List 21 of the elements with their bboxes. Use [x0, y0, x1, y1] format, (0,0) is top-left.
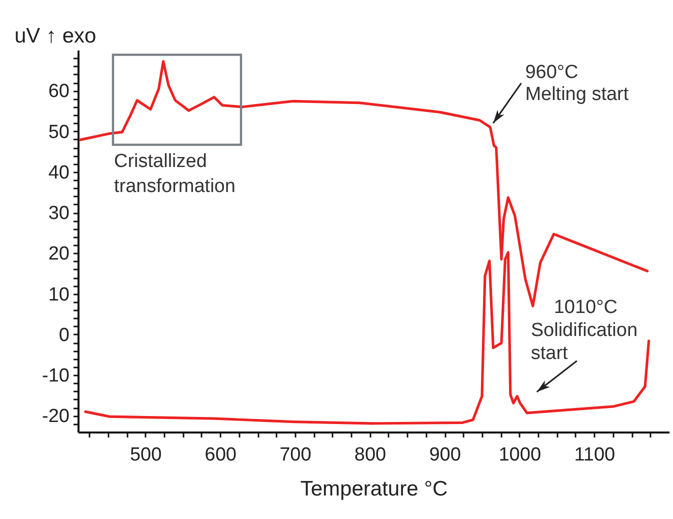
x-tick-label: 600	[204, 444, 236, 466]
y-tick-label: 0	[58, 324, 70, 346]
annotation: 1010°C Solidification start	[530, 296, 638, 364]
y-tick-label: 30	[48, 203, 70, 224]
x-tick-label: 1000	[498, 444, 542, 466]
y-tick-label: 60	[48, 81, 70, 102]
x-tick-label: 700	[280, 444, 312, 466]
y-tick-label: 20	[48, 244, 70, 265]
x-axis-title: Temperature °C	[300, 478, 448, 500]
annotation: Cristallized transformation	[114, 150, 236, 197]
x-tick-label: 900	[429, 444, 461, 466]
x-tick-label: 1100	[574, 444, 616, 466]
y-tick-label: 40	[48, 162, 70, 184]
y-tick-label: -20	[42, 406, 70, 428]
y-tick-label: 50	[48, 122, 70, 143]
annotation: 960°C Melting start	[525, 62, 630, 106]
y-tick-label: 10	[48, 284, 70, 306]
y-tick-label: -10	[42, 366, 70, 387]
x-tick-label: 800	[354, 444, 386, 466]
y-axis-title: uV ↑ exo	[14, 24, 96, 48]
x-tick-label: 500	[130, 444, 162, 466]
